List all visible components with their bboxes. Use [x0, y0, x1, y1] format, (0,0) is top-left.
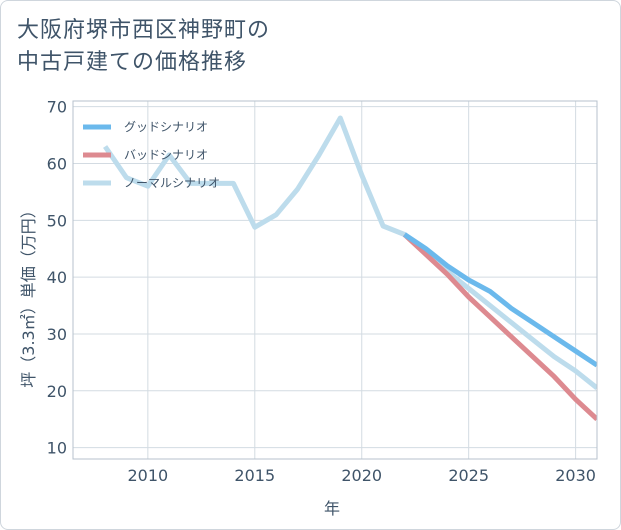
y-tick-label: 20	[47, 382, 67, 401]
y-tick-label: 30	[47, 325, 67, 344]
y-axis-title: 坪（3.3㎡）単価（万円）	[19, 202, 38, 387]
y-tick-label: 10	[47, 439, 67, 458]
legend-label-normal: ノーマルシナリオ	[124, 176, 220, 190]
chart-title-line-1: 大阪府堺市西区神野町の	[17, 18, 271, 43]
grid-lines	[73, 101, 597, 459]
series-line-normal	[103, 115, 597, 390]
x-axis-title: 年	[324, 499, 340, 518]
chart-title: 大阪府堺市西区神野町の 中古戸建ての価格推移	[17, 15, 437, 79]
y-tick-label: 50	[47, 211, 67, 230]
legend-label-bad: バッドシナリオ	[124, 148, 208, 162]
x-tick-label: 2020	[341, 466, 382, 485]
x-tick-label: 2010	[127, 466, 168, 485]
series-line-good	[403, 232, 597, 368]
series-layer	[103, 115, 597, 422]
x-tick-label: 2030	[555, 466, 596, 485]
series-line-bad	[402, 232, 597, 422]
chart-title-line-2: 中古戸建ての価格推移	[17, 50, 248, 75]
y-tick-label: 60	[47, 155, 67, 174]
x-tick-label: 2015	[234, 466, 275, 485]
legend-label-good: グッドシナリオ	[124, 120, 208, 134]
x-tick-label: 2025	[448, 466, 489, 485]
y-tick-label: 70	[47, 98, 67, 117]
plot-frame	[72, 100, 598, 460]
y-tick-label: 40	[47, 268, 67, 287]
